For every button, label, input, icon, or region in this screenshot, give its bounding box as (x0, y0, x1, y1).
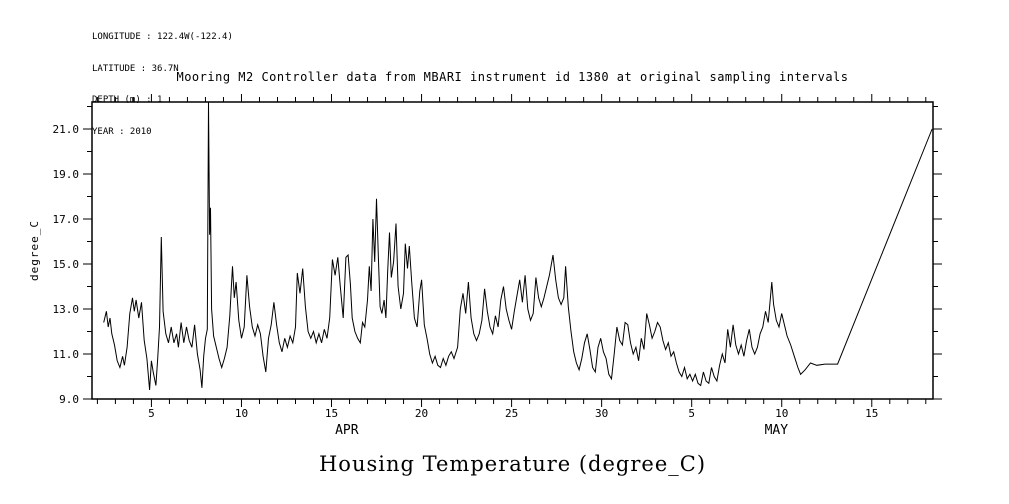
y-tick-label: 13.0 (53, 303, 80, 316)
metadata-longitude: LONGITUDE : 122.4W(-122.4) (92, 32, 233, 42)
x-month-label: MAY (765, 423, 789, 438)
plot-frame (91, 101, 934, 400)
metadata-depth: DEPTH (m) : 1 (92, 95, 163, 105)
x-tick-label: 20 (415, 407, 428, 420)
x-tick-label: 10 (775, 407, 788, 420)
y-tick-label: 11.0 (53, 348, 80, 361)
metadata-year: YEAR : 2010 (92, 126, 152, 137)
x-tick-label: 10 (235, 407, 248, 420)
y-tick-label: 15.0 (53, 258, 80, 271)
x-month-label: APR (335, 423, 359, 438)
plot-title: Mooring M2 Controller data from MBARI in… (176, 70, 849, 84)
x-tick-label: 25 (505, 407, 518, 420)
footer-title: Housing Temperature (degree_C) (318, 452, 707, 476)
x-tick-label: 5 (688, 407, 695, 420)
y-tick-label: 19.0 (53, 168, 80, 181)
y-tick-label: 21.0 (53, 123, 80, 136)
metadata-latitude: LATITUDE : 36.7N (92, 63, 179, 74)
x-tick-label: 5 (148, 407, 155, 420)
metadata-block: LONGITUDE : 122.4W(-122.4) LATITUDE : 36… (92, 11, 233, 158)
y-axis-title: degree_C (28, 220, 41, 281)
y-tick-label: 17.0 (53, 213, 80, 226)
x-tick-label: 15 (325, 407, 338, 420)
y-tick-label: 9.0 (59, 393, 79, 406)
x-tick-label: 30 (595, 407, 608, 420)
x-tick-label: 15 (865, 407, 878, 420)
temperature-series-line (103, 101, 933, 391)
